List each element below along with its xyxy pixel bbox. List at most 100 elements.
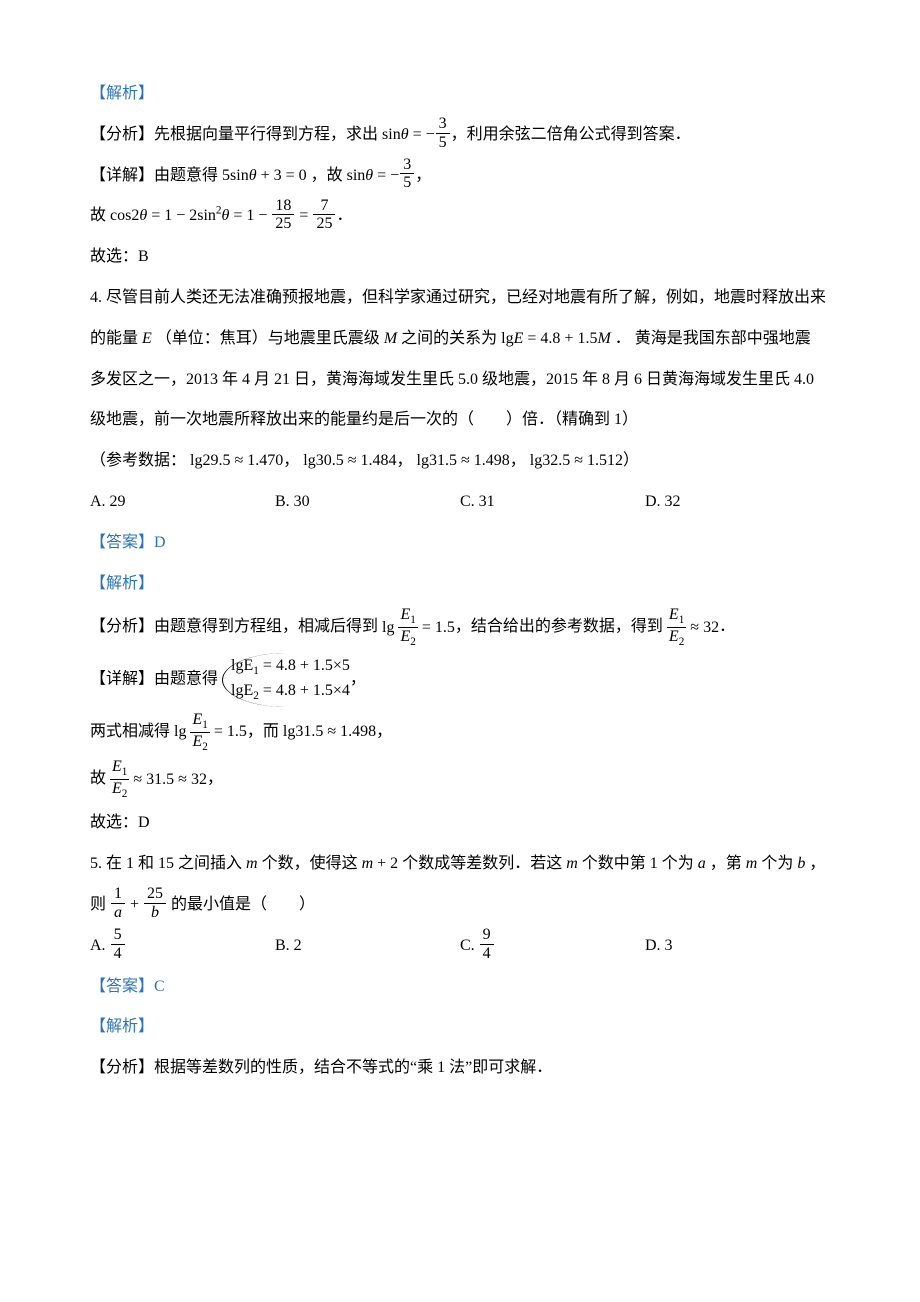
- q5-jiexi-label: 【解析】: [90, 1007, 830, 1048]
- lg-frac: lg E1E2 = 1.5: [382, 619, 455, 636]
- q4-stem4: 级地震，前一次地震所释放出来的能量约是后一次的（ ）倍．（精确到 1）: [90, 400, 830, 441]
- xj-label: 【详解】: [90, 671, 154, 688]
- q4-choice: D: [138, 814, 150, 831]
- lin-eq: 5sinθ + 3 = 0: [222, 167, 307, 184]
- q5-fenxi: 【分析】根据等差数列的性质，结合不等式的“乘 1 法”即可求解．: [90, 1048, 830, 1089]
- q4-ans: D: [154, 534, 166, 551]
- q5-options: A. 54 B. 2 C. 94 D. 3: [90, 926, 830, 967]
- q4-guxuan: 故选：D: [90, 803, 830, 844]
- ref-b: lg30.5 ≈ 1.484: [303, 452, 396, 469]
- q4-opt-b[interactable]: B. 30: [275, 484, 460, 521]
- sin-eq: sinθ = −35: [382, 126, 451, 143]
- q5-stem1: 5. 在 1 和 15 之间插入 m 个数，使得这 m + 2 个数成等差数列．…: [90, 844, 830, 885]
- var-E: E: [142, 330, 152, 347]
- lgE-eq: lgE = 4.8 + 1.5M: [501, 330, 611, 347]
- q4-jiexi-label: 【解析】: [90, 564, 830, 605]
- q4-options: A. 29 B. 30 C. 31 D. 32: [90, 482, 830, 523]
- gu-b: ，: [207, 771, 223, 788]
- q5-ans: C: [154, 978, 165, 995]
- q4-result: 故 E1E2 ≈ 31.5 ≈ 32，: [90, 756, 830, 803]
- daan-label: 【答案】: [90, 534, 154, 551]
- q5-expr: 1a + 25b: [110, 896, 171, 913]
- mp2: m + 2: [362, 855, 399, 872]
- q5-s2b: 的最小值是（ ）: [171, 896, 315, 913]
- gu-a: 故: [90, 771, 106, 788]
- q5-daan: 【答案】C: [90, 967, 830, 1008]
- q5-stem2: 则 1a + 25b 的最小值是（ ）: [90, 885, 830, 926]
- q4-opt-a[interactable]: A. 29: [90, 484, 275, 521]
- q3-xj-b: ，故: [311, 167, 343, 184]
- q3-fenxi-b: ，利用余弦二倍角公式得到答案．: [451, 126, 691, 143]
- fenxi-label: 【分析】: [90, 1059, 154, 1076]
- q3-fenxi-a: 先根据向量平行得到方程，求出: [154, 126, 378, 143]
- q5-opt-b[interactable]: B. 2: [275, 928, 460, 965]
- var-m3: m: [746, 855, 758, 872]
- q4-daan: 【答案】D: [90, 523, 830, 564]
- q5-opt-d[interactable]: D. 3: [645, 928, 830, 965]
- comma: ，: [350, 671, 366, 688]
- sub-a: 两式相减得: [90, 723, 170, 740]
- q5-opt-a[interactable]: A. 54: [90, 928, 275, 965]
- q3-fenxi: 【分析】先根据向量平行得到方程，求出 sinθ = −35，利用余弦二倍角公式得…: [90, 115, 830, 156]
- opt-a-label: A.: [90, 937, 110, 954]
- q4-opt-c[interactable]: C. 31: [460, 484, 645, 521]
- opt-c-label: C.: [460, 937, 479, 954]
- guxuan-label: 故选：: [90, 814, 138, 831]
- q4-stem2: 的能量 E （单位：焦耳）与地震里氏震级 M 之间的关系为 lgE = 4.8 …: [90, 319, 830, 360]
- lg315: lg31.5 ≈ 1.498: [283, 723, 376, 740]
- q5-opt-c[interactable]: C. 94: [460, 928, 645, 965]
- var-m2: m: [566, 855, 578, 872]
- q4-stem3: 多发区之一，2013 年 4 月 21 日，黄海海域发生里氏 5.0 级地震，2…: [90, 360, 830, 401]
- res-frac-2: E1E2 ≈ 31.5 ≈ 32: [110, 771, 207, 788]
- period: ．: [336, 207, 352, 224]
- gu-prefix: 故: [90, 207, 106, 224]
- sin-eq2: sinθ = −35: [347, 167, 416, 184]
- fenxi-label: 【分析】: [90, 126, 154, 143]
- ze: 则: [90, 896, 106, 913]
- q4-s2a: 的能量: [90, 330, 138, 347]
- q5-s1f: 个为: [761, 855, 793, 872]
- sub-b: ，而: [247, 723, 279, 740]
- q5-s1a: 在 1 和 15 之间插入: [106, 855, 242, 872]
- xiangjie-label: 【详解】: [90, 167, 154, 184]
- q4-fx-a: 由题意得到方程组，相减后得到: [154, 619, 378, 636]
- q4-xj-a: 由题意得: [154, 671, 218, 688]
- var-m: m: [246, 855, 258, 872]
- q4-opt-d[interactable]: D. 32: [645, 484, 830, 521]
- q4-s2b: （单位：焦耳）与地震里氏震级: [156, 330, 380, 347]
- q5-s1b: 个数，使得这: [262, 855, 358, 872]
- cos-eq: cos2θ = 1 − 2sin2θ = 1 − 1825 = 725: [110, 207, 336, 224]
- q5-number: 5.: [90, 855, 106, 872]
- q3-xiangjie: 【详解】由题意得 5sinθ + 3 = 0 ，故 sinθ = −35，: [90, 156, 830, 197]
- q3-choice: B: [138, 248, 149, 265]
- q4-fenxi: 【分析】由题意得到方程组，相减后得到 lg E1E2 = 1.5，结合给出的参考…: [90, 604, 830, 651]
- q4-ref: （参考数据： lg29.5 ≈ 1.470， lg30.5 ≈ 1.484， l…: [90, 441, 830, 482]
- ref-c: lg31.5 ≈ 1.498: [417, 452, 510, 469]
- var-b: b: [797, 855, 805, 872]
- q3-jiexi-label: 【解析】: [90, 74, 830, 115]
- q5-s1e: ，第: [710, 855, 742, 872]
- q4-xiangjie: 【详解】由题意得 lgE1 = 4.8 + 1.5×5 lgE2 = 4.8 +…: [90, 651, 830, 709]
- q5-s1c: 个数成等差数列．若这: [402, 855, 562, 872]
- q3-xj-a: 由题意得: [154, 167, 218, 184]
- q4-s2d: ． 黄海是我国东部中强地震: [615, 330, 811, 347]
- lg-frac-2: lg E1E2 = 1.5: [174, 723, 247, 740]
- q5-s1g: ，: [809, 855, 825, 872]
- cankao-label: （参考数据：: [90, 452, 186, 469]
- system-eq: lgE1 = 4.8 + 1.5×5 lgE2 = 4.8 + 1.5×4: [222, 653, 350, 707]
- q4-s1: 尽管目前人类还无法准确预报地震，但科学家通过研究，已经对地震有所了解，例如，地震…: [106, 289, 826, 306]
- daan-label: 【答案】: [90, 978, 154, 995]
- q4-stem1: 4. 尽管目前人类还无法准确预报地震，但科学家通过研究，已经对地震有所了解，例如…: [90, 278, 830, 319]
- var-M: M: [384, 330, 397, 347]
- q5-fx: 根据等差数列的性质，结合不等式的“乘 1 法”即可求解．: [154, 1059, 552, 1076]
- q4-fx-c: ．: [719, 619, 735, 636]
- guxuan-label: 故选：: [90, 248, 138, 265]
- fenxi-label: 【分析】: [90, 619, 154, 636]
- q4-fx-b: ，结合给出的参考数据，得到: [455, 619, 663, 636]
- ref-d: lg32.5 ≈ 1.512: [530, 452, 623, 469]
- res-frac: E1E2 ≈ 32: [667, 619, 719, 636]
- q5-s1d: 个数中第 1 个为: [582, 855, 694, 872]
- q3-cos-line: 故 cos2θ = 1 − 2sin2θ = 1 − 1825 = 725．: [90, 196, 830, 237]
- q4-subtract: 两式相减得 lg E1E2 = 1.5，而 lg31.5 ≈ 1.498，: [90, 709, 830, 756]
- q3-guxuan: 故选：B: [90, 237, 830, 278]
